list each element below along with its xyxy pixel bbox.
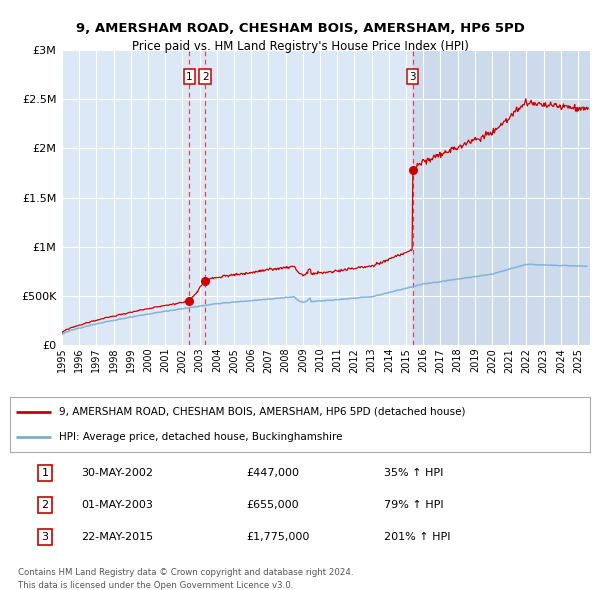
Text: 35% ↑ HPI: 35% ↑ HPI — [384, 468, 443, 478]
Text: 2: 2 — [202, 71, 209, 81]
Text: 1: 1 — [41, 468, 49, 478]
Text: 3: 3 — [41, 532, 49, 542]
Bar — [413, 50, 590, 345]
Text: HPI: Average price, detached house, Buckinghamshire: HPI: Average price, detached house, Buck… — [59, 432, 343, 442]
Text: £655,000: £655,000 — [246, 500, 299, 510]
Text: 9, AMERSHAM ROAD, CHESHAM BOIS, AMERSHAM, HP6 5PD (detached house): 9, AMERSHAM ROAD, CHESHAM BOIS, AMERSHAM… — [59, 407, 466, 417]
Text: £1,775,000: £1,775,000 — [246, 532, 310, 542]
Text: 30-MAY-2002: 30-MAY-2002 — [81, 468, 153, 478]
Text: £447,000: £447,000 — [246, 468, 299, 478]
Text: 9, AMERSHAM ROAD, CHESHAM BOIS, AMERSHAM, HP6 5PD: 9, AMERSHAM ROAD, CHESHAM BOIS, AMERSHAM… — [76, 22, 524, 35]
Text: 01-MAY-2003: 01-MAY-2003 — [81, 500, 153, 510]
Text: 1: 1 — [186, 71, 193, 81]
Text: Contains HM Land Registry data © Crown copyright and database right 2024.
This d: Contains HM Land Registry data © Crown c… — [18, 568, 353, 589]
Text: 3: 3 — [409, 71, 416, 81]
Text: 201% ↑ HPI: 201% ↑ HPI — [384, 532, 451, 542]
Text: 79% ↑ HPI: 79% ↑ HPI — [384, 500, 443, 510]
Text: Price paid vs. HM Land Registry's House Price Index (HPI): Price paid vs. HM Land Registry's House … — [131, 40, 469, 53]
Text: 22-MAY-2015: 22-MAY-2015 — [81, 532, 153, 542]
Text: 2: 2 — [41, 500, 49, 510]
